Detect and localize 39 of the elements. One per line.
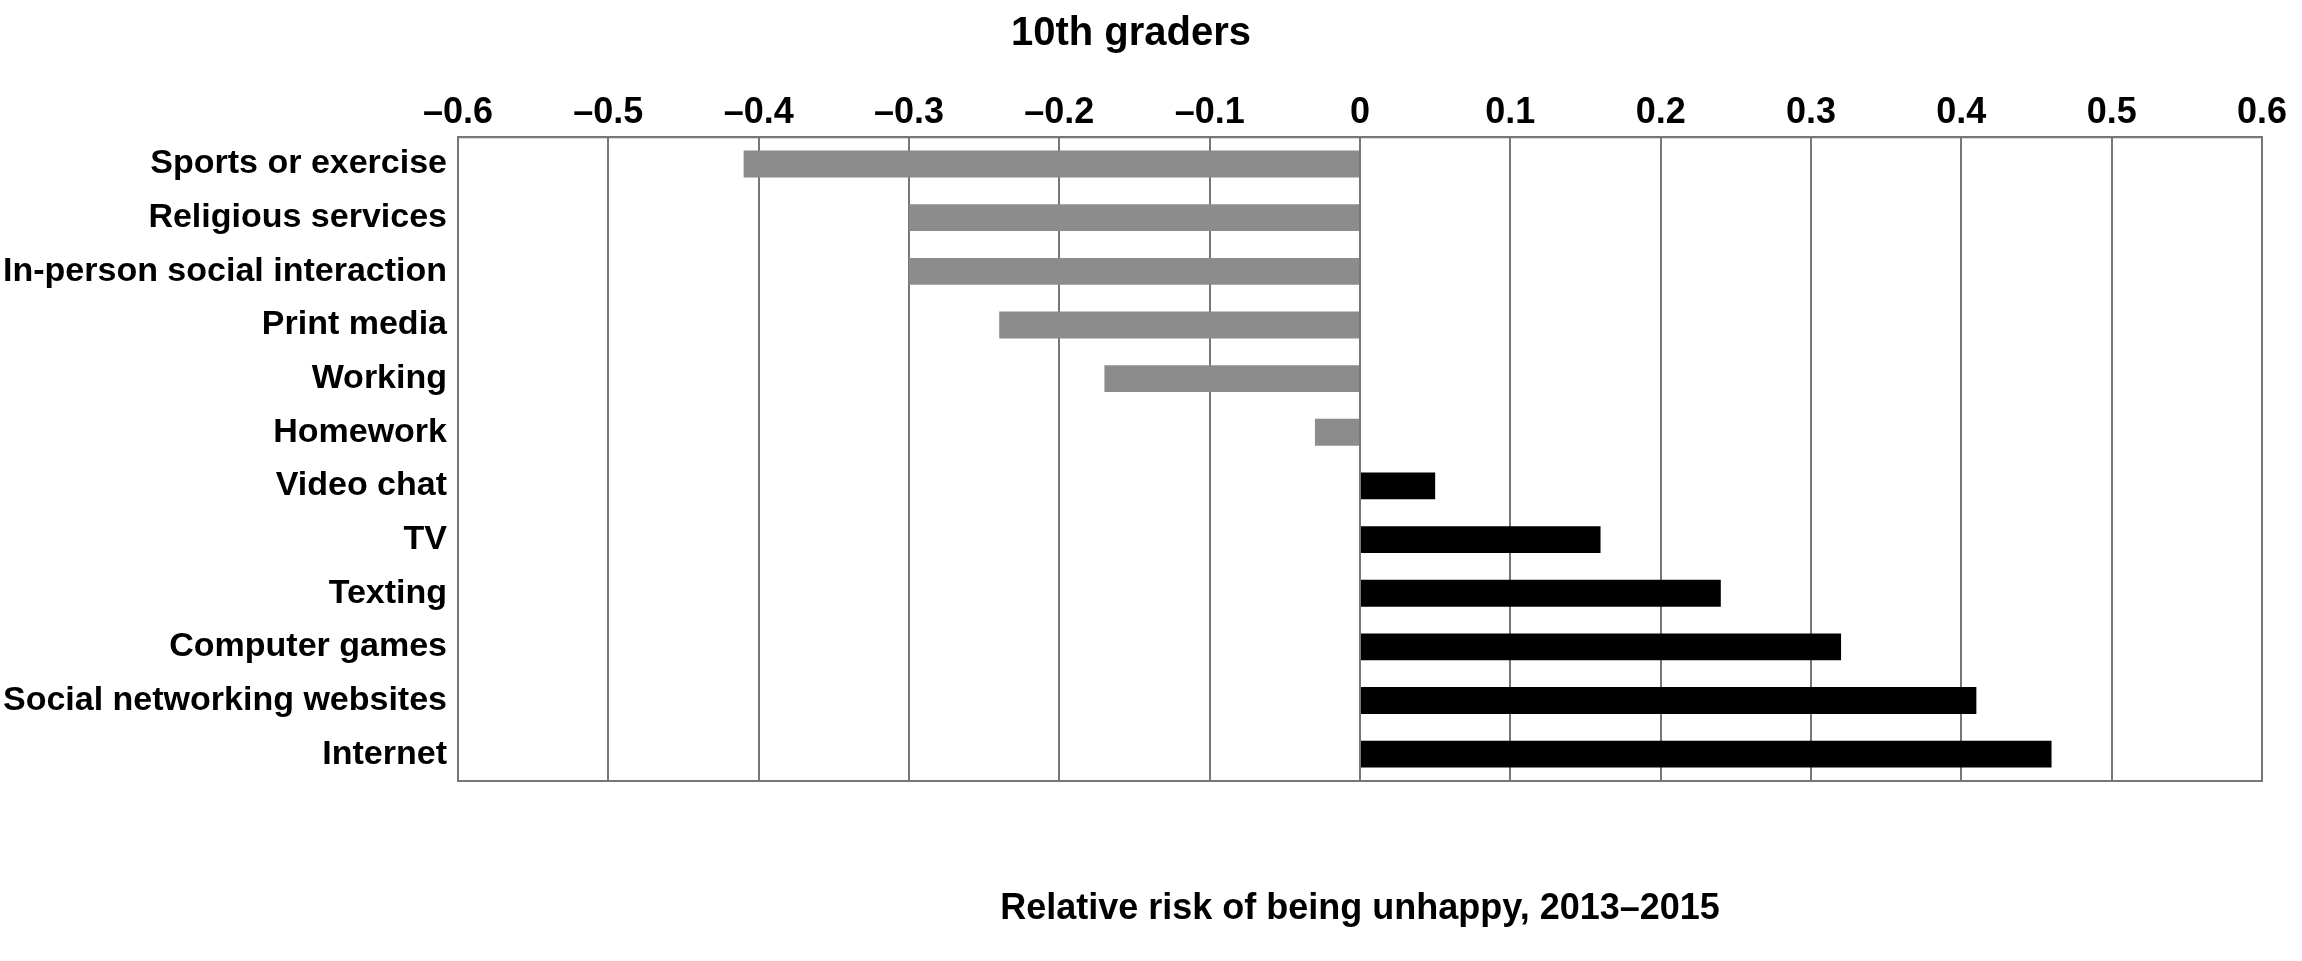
y-tick-label: Texting	[328, 571, 448, 610]
bar	[1361, 579, 1721, 607]
y-tick-label: Social networking websites	[2, 678, 448, 717]
y-tick-label: Computer games	[169, 625, 448, 664]
x-tick-label: –0.2	[1024, 89, 1095, 131]
x-tick-label: –0.3	[873, 89, 945, 131]
bar	[1314, 418, 1359, 446]
bar	[1361, 687, 1977, 714]
x-tick-label: 0.2	[1635, 89, 1686, 131]
bar	[743, 150, 1359, 178]
bar	[1104, 365, 1359, 393]
y-tick-label: TV	[403, 517, 448, 556]
chart-title: 10th graders	[1010, 9, 1252, 54]
x-tick-label: 0.3	[1785, 89, 1837, 131]
y-tick-label: In-person social interaction	[3, 249, 448, 288]
bar	[1361, 740, 2052, 768]
y-tick-label: Homework	[273, 410, 448, 449]
y-tick-label: Internet	[322, 732, 448, 771]
y-tick-label: Video chat	[275, 464, 448, 503]
x-tick-label: 0	[1349, 89, 1371, 131]
y-tick-label: Working	[311, 357, 448, 395]
bar	[1361, 633, 1842, 661]
x-tick-label: –0.1	[1174, 89, 1245, 131]
x-tick-label: –0.4	[723, 89, 794, 131]
x-tick-label: –0.5	[573, 89, 644, 131]
bar	[1361, 472, 1436, 500]
x-axis-title: Relative risk of being unhappy, 2013–2015	[1000, 885, 1720, 927]
bar	[999, 311, 1359, 339]
x-tick-label: 0.5	[2086, 89, 2137, 131]
x-tick-label: 0.4	[1936, 89, 1987, 131]
x-tick-label: 0.1	[1485, 89, 1536, 131]
x-tick-label: 0.6	[2236, 89, 2288, 131]
y-tick-label: Sports or exercise	[150, 142, 448, 181]
bar	[909, 257, 1359, 285]
x-tick-label: –0.6	[422, 89, 494, 131]
bar	[909, 204, 1359, 232]
y-tick-label: Print media	[261, 303, 449, 342]
y-tick-label: Religious services	[148, 196, 448, 235]
bar	[1361, 526, 1601, 553]
